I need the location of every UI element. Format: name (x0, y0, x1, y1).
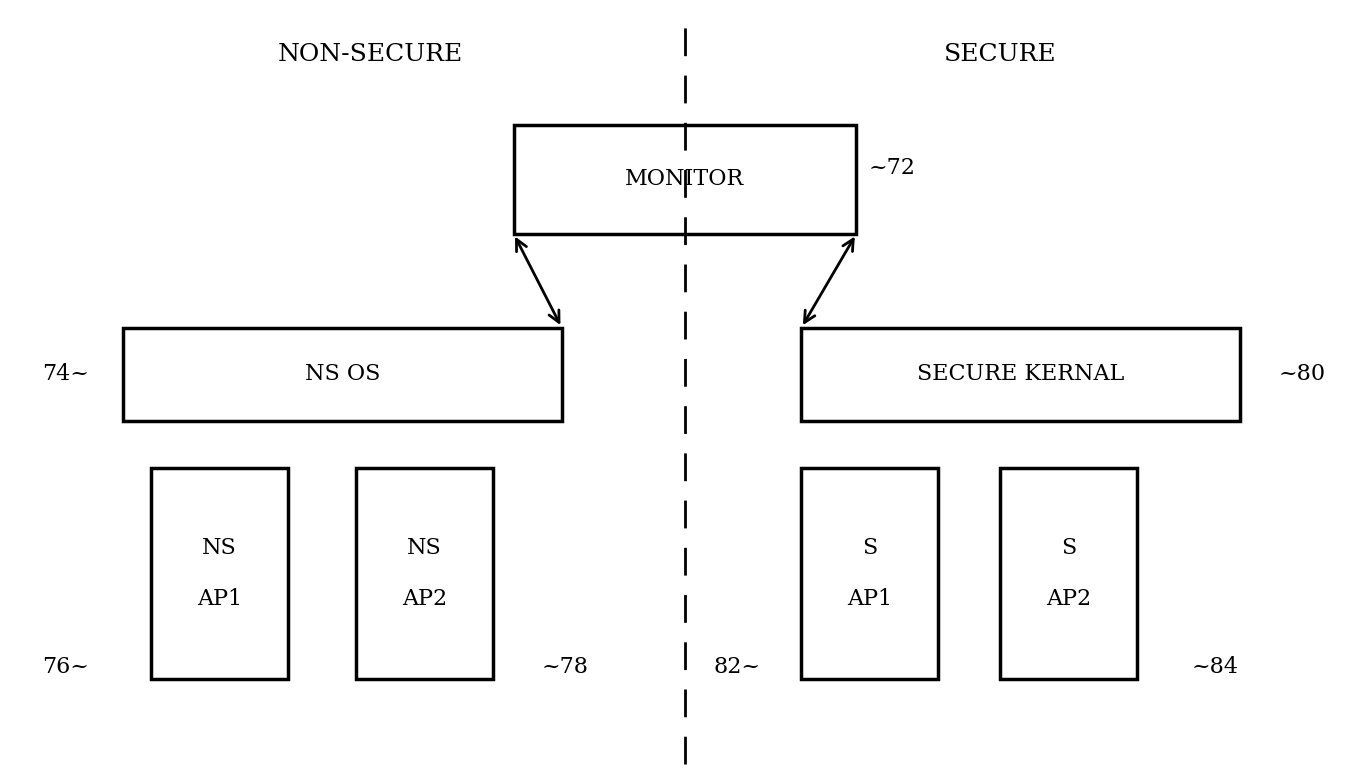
Text: 74~: 74~ (42, 363, 89, 385)
Text: 82~: 82~ (714, 656, 760, 678)
Text: ~80: ~80 (1278, 363, 1325, 385)
Text: NON-SECURE: NON-SECURE (277, 43, 463, 66)
Bar (151, 468, 288, 679)
Bar (514, 125, 856, 234)
Text: MONITOR: MONITOR (625, 168, 745, 190)
Text: S

AP2: S AP2 (1047, 537, 1091, 610)
Text: NS OS: NS OS (304, 363, 381, 385)
Text: NS

AP1: NS AP1 (197, 537, 241, 610)
Bar (801, 328, 1240, 421)
Bar (1000, 468, 1137, 679)
Bar (356, 468, 493, 679)
Text: ~78: ~78 (541, 656, 588, 678)
Text: S

AP1: S AP1 (848, 537, 892, 610)
Text: SECURE KERNAL: SECURE KERNAL (917, 363, 1125, 385)
Text: SECURE: SECURE (944, 43, 1056, 66)
Text: NS

AP2: NS AP2 (403, 537, 447, 610)
Text: 76~: 76~ (42, 656, 89, 678)
Bar (801, 468, 938, 679)
Text: ~72: ~72 (869, 157, 915, 179)
Bar (123, 328, 562, 421)
Text: ~84: ~84 (1192, 656, 1238, 678)
